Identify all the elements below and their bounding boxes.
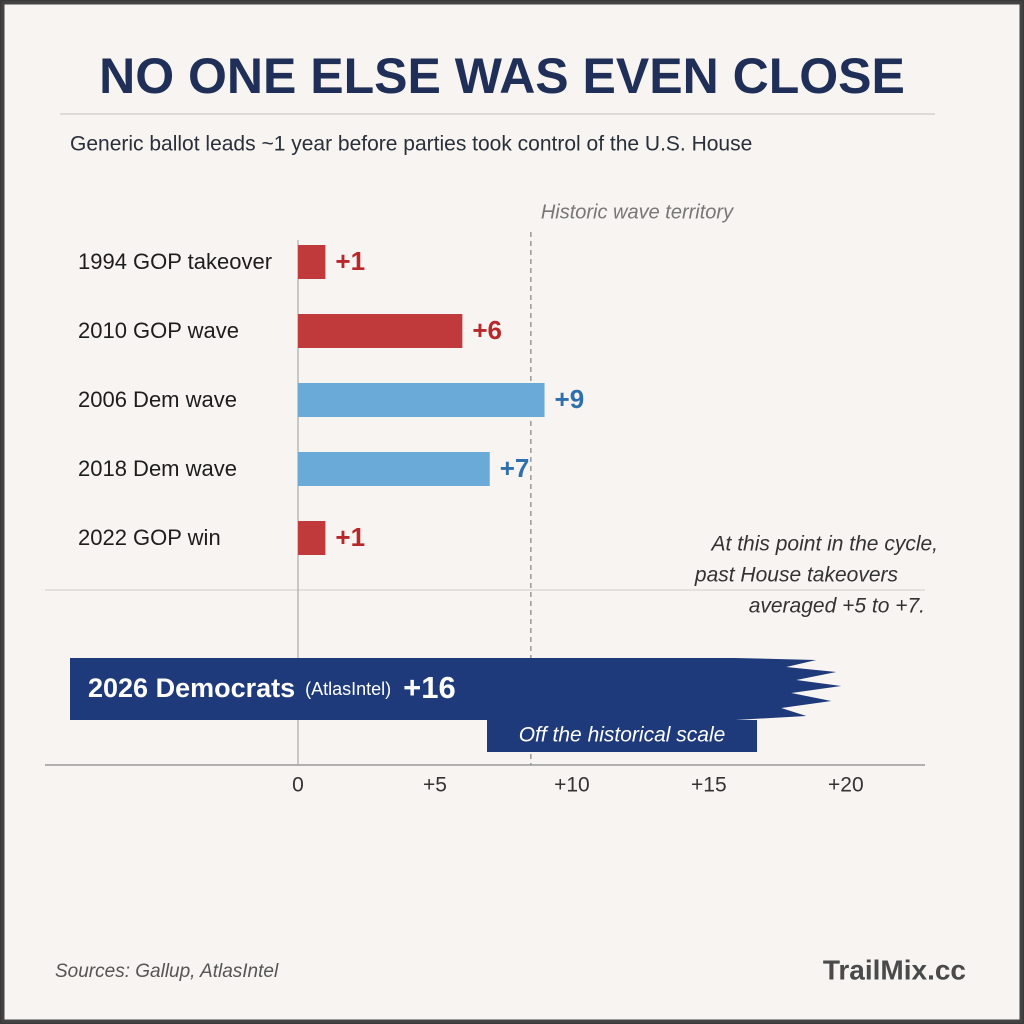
x-tick-label: +20 [828, 774, 864, 797]
highlight-value-label: +16 [403, 670, 456, 705]
annotation: At this point in the cycle, [710, 533, 938, 556]
annotation: past House takeovers [694, 564, 899, 587]
highlight-name: 2026 Democrats [88, 673, 295, 703]
x-tick-label: +15 [691, 774, 727, 797]
annotation: averaged +5 to +7. [749, 595, 925, 618]
torn-edge [735, 658, 842, 720]
category-label: 2018 Dem wave [78, 456, 237, 481]
value-label: +7 [500, 453, 530, 483]
highlight-bar [298, 658, 737, 720]
chart-title: NO ONE ELSE WAS EVEN CLOSE [99, 48, 905, 104]
category-label: 2010 GOP wave [78, 318, 239, 343]
bar [298, 383, 545, 417]
bar [298, 521, 326, 555]
reference-label: Historic wave territory [541, 201, 734, 223]
category-label: 1994 GOP takeover [78, 249, 272, 274]
highlight-source: (AtlasIntel) [305, 679, 391, 699]
value-label: +9 [555, 384, 585, 414]
category-label: 2022 GOP win [78, 525, 221, 550]
bar [298, 245, 326, 279]
bar [298, 452, 490, 486]
sources: Sources: Gallup, AtlasIntel [55, 961, 279, 982]
bar [298, 314, 463, 348]
x-tick-label: +10 [554, 774, 590, 797]
highlight-label: 2026 Democrats (AtlasIntel) +16 [88, 670, 456, 705]
x-tick-label: +5 [423, 774, 447, 797]
value-label: +6 [472, 315, 502, 345]
value-label: +1 [335, 522, 365, 552]
subtitle: Generic ballot leads ~1 year before part… [70, 133, 752, 156]
note: Off the historical scale [519, 724, 726, 747]
category-label: 2006 Dem wave [78, 387, 237, 412]
brand: TrailMix.cc [823, 954, 966, 985]
x-tick-label: 0 [292, 774, 304, 797]
note-box [487, 720, 757, 752]
value-label: +1 [335, 246, 365, 276]
highlight-panel [70, 658, 298, 720]
